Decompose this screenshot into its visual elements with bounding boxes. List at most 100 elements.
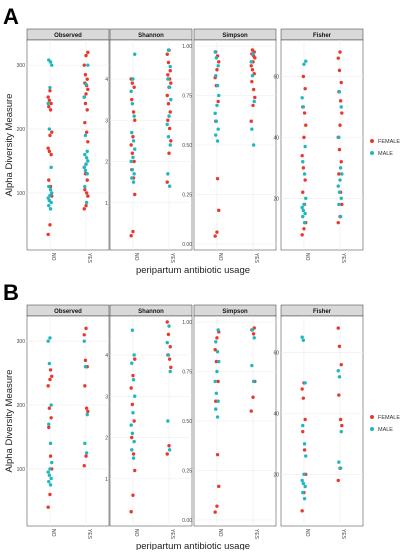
data-point [337,344,342,349]
data-point [82,333,86,337]
x-axis-label: peripartum antibiotic usage [136,541,250,550]
data-point [50,374,54,378]
data-point [84,454,88,458]
facet-observed: Observed 100 200 300 NO YES [17,304,110,540]
data-point [131,135,135,139]
data-point [46,470,50,474]
data-point [300,153,304,158]
data-point [250,48,255,52]
facet-plot-area [280,315,364,527]
y-tick-label: 100 [17,191,26,197]
legend-marker [370,139,374,143]
data-point [130,81,135,85]
y-tick-label: 0.00 [182,242,192,248]
data-point [300,233,304,237]
data-point [217,93,221,98]
data-point [303,211,307,216]
data-point [131,456,136,460]
y-tick-label: 3 [105,118,108,124]
data-point [84,156,89,160]
data-point [215,83,220,88]
data-point [215,369,219,374]
x-tick-label: NO [217,253,223,261]
y-tick-label: 40 [273,411,279,417]
data-point [84,82,88,87]
data-point [83,184,87,189]
y-tick-label: 4 [105,353,108,359]
data-point [84,406,89,410]
data-point [301,160,305,164]
data-point [165,452,169,456]
data-point [82,63,86,67]
data-point [165,93,169,98]
data-point [133,192,137,197]
data-point [166,353,171,357]
facet-plot-area [26,39,110,251]
data-point [301,490,305,495]
data-point [131,110,136,114]
x-tick-label: NO [217,529,223,537]
data-point [165,320,169,324]
data-point [301,423,305,428]
y-tick-label: 200 [17,403,26,409]
data-point [338,178,342,182]
data-point [133,52,137,56]
data-point [50,130,54,134]
data-point [214,359,219,364]
data-point [338,214,343,219]
data-point [214,340,218,344]
data-point [169,365,173,370]
data-point [130,431,135,436]
facet-title: Observed [54,309,82,315]
data-point [132,439,136,444]
legend: FEMALE MALE [370,415,400,433]
data-point [300,478,304,483]
data-point [48,336,52,340]
data-point [213,510,217,514]
data-point [251,87,256,92]
panel-label-A: A [3,4,19,29]
data-point [82,95,86,99]
data-point [129,423,133,427]
data-point [251,379,256,384]
data-point [304,196,308,201]
y-tick-label: 300 [17,63,26,69]
data-point [336,184,340,188]
data-point [337,135,341,140]
data-point [340,202,344,207]
data-point [48,223,52,227]
data-point [303,144,307,149]
data-point [48,193,52,198]
y-tick-label: 0.25 [182,469,192,475]
facet-fisher: Fisher 20 40 60 NO YES [273,28,364,264]
facet-plot-area [26,315,110,527]
data-point [84,451,89,455]
data-point [84,92,88,96]
legend-label: FEMALE [378,139,400,145]
data-point [302,62,306,66]
data-point [249,60,253,64]
data-point [300,387,304,391]
data-point [339,196,343,201]
y-tick-label: 1.00 [182,320,192,326]
data-point [214,119,219,123]
x-tick-label: NO [304,529,310,537]
data-point [337,172,341,176]
data-point [49,165,53,170]
data-point [48,207,53,211]
data-point [300,509,304,513]
data-point [166,73,170,77]
data-point [46,384,50,388]
facet-observed: Observed 100 200 300 NO YES [17,28,110,264]
data-point [300,96,304,100]
data-point [82,207,86,211]
data-point [336,220,340,225]
data-point [83,120,87,125]
y-tick-label: 0.75 [182,94,192,100]
data-point [217,208,221,213]
data-point [214,133,218,137]
x-tick-label: YES [253,529,259,540]
facet-fisher: Fisher 20 40 60 NO YES [273,304,364,540]
data-point [215,336,219,340]
data-point [85,172,89,176]
